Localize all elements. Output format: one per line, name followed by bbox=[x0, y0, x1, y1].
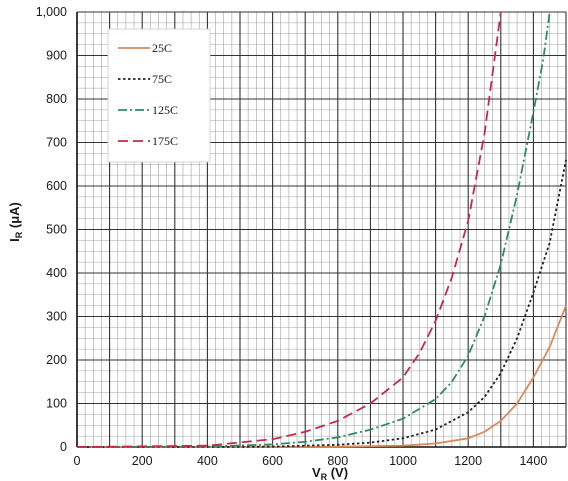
y-tick-label: 100 bbox=[46, 397, 67, 411]
y-tick-label: 600 bbox=[46, 179, 67, 193]
x-tick-label: 800 bbox=[327, 454, 348, 468]
y-tick-label: 200 bbox=[46, 353, 67, 367]
x-tick-label: 1400 bbox=[519, 454, 547, 468]
x-tick-labels: 0 200 400 600 800 1000 1200 1400 bbox=[74, 454, 548, 468]
y-tick-label: 1,000 bbox=[36, 5, 67, 19]
x-tick-label: 0 bbox=[74, 454, 81, 468]
x-tick-label: 1000 bbox=[389, 454, 417, 468]
y-tick-label: 300 bbox=[46, 310, 67, 324]
y-tick-label: 800 bbox=[46, 92, 67, 106]
legend-label: 125C bbox=[152, 103, 178, 117]
x-tick-label: 1200 bbox=[454, 454, 482, 468]
legend-box bbox=[107, 28, 211, 163]
x-tick-label: 200 bbox=[132, 454, 153, 468]
series-line bbox=[76, 11, 551, 448]
y-tick-label: 400 bbox=[46, 266, 67, 280]
series-line bbox=[77, 305, 567, 448]
x-tick-label: 400 bbox=[197, 454, 218, 468]
y-tick-label: 900 bbox=[46, 49, 67, 63]
legend-label: 25C bbox=[152, 41, 172, 55]
y-tick-label: 500 bbox=[46, 223, 67, 237]
series-layer bbox=[76, 11, 567, 448]
x-axis-label: VR (V) bbox=[312, 465, 348, 481]
y-tick-labels: 0 100 200 300 400 500 600 700 800 900 1,000 bbox=[36, 5, 67, 454]
legend-label: 75C bbox=[152, 72, 172, 86]
series-line bbox=[76, 11, 502, 448]
series-line bbox=[77, 159, 567, 448]
x-tick-label: 600 bbox=[262, 454, 283, 468]
legend: 25C 75C 125C 175C bbox=[107, 28, 211, 163]
y-axis-label: IR (μA) bbox=[7, 202, 24, 242]
y-tick-label: 700 bbox=[46, 136, 67, 150]
legend-label: 175C bbox=[152, 134, 178, 148]
y-tick-label: 0 bbox=[60, 440, 67, 454]
